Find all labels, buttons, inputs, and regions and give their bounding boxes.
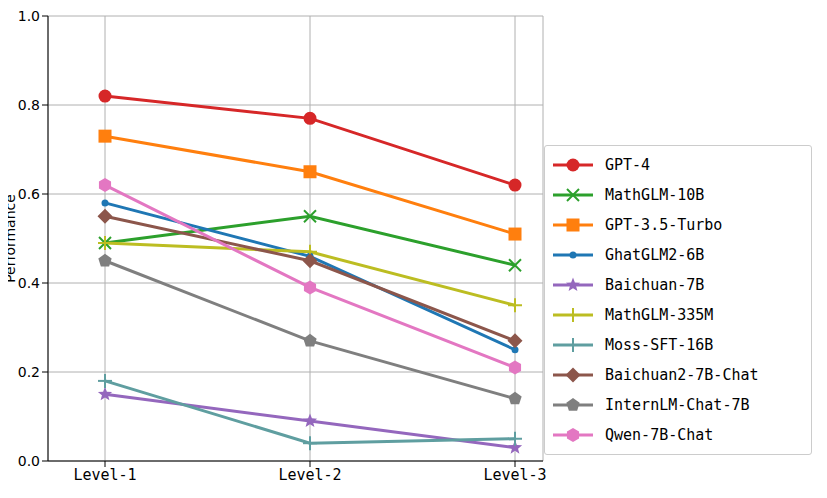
svg-text:Performance: Performance <box>8 194 18 283</box>
html-text:Moss-SFT-16B: Moss-SFT-16B <box>605 336 714 354</box>
html-text:GPT-3.5-Turbo: GPT-3.5-Turbo <box>605 216 723 234</box>
svg-text:0.2: 0.2 <box>18 364 40 380</box>
svg-text:0.4: 0.4 <box>18 275 40 291</box>
svg-text:Level-2: Level-2 <box>278 466 341 484</box>
html-text:GPT-4: GPT-4 <box>605 156 651 174</box>
html-text:MathGLM-10B: MathGLM-10B <box>605 186 705 204</box>
html-text:Baichuan-7B: Baichuan-7B <box>605 276 705 294</box>
html-text:MathGLM-335M: MathGLM-335M <box>605 306 714 324</box>
svg-text:0.6: 0.6 <box>18 186 40 202</box>
html-text:Baichuan2-7B-Chat: Baichuan2-7B-Chat <box>605 366 759 384</box>
html-text:GhatGLM2-6B: GhatGLM2-6B <box>605 246 705 264</box>
svg-text:0.8: 0.8 <box>18 97 40 113</box>
html-text:Qwen-7B-Chat: Qwen-7B-Chat <box>605 426 714 444</box>
svg-text:Level-1: Level-1 <box>73 466 136 484</box>
html-text:InternLM-Chat-7B: InternLM-Chat-7B <box>605 396 750 414</box>
svg-text:1.0: 1.0 <box>18 8 40 24</box>
svg-text:Level-3: Level-3 <box>483 466 546 484</box>
svg-text:0.0: 0.0 <box>18 453 40 469</box>
